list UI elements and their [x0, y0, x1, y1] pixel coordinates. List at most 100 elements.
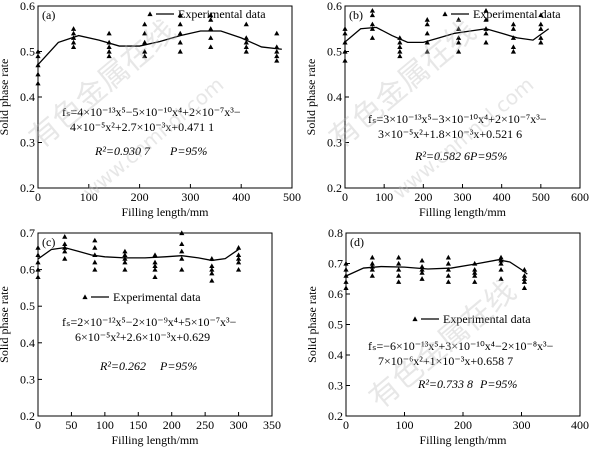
y-axis-label: Solid phase rate	[304, 59, 318, 136]
data-point	[369, 273, 375, 278]
data-point	[445, 267, 451, 272]
data-point	[472, 267, 478, 272]
data-point	[483, 7, 489, 13]
y-tick-label: 0.2	[328, 409, 343, 423]
data-point	[424, 48, 430, 54]
x-tick-label: 150	[129, 418, 147, 432]
x-axis-label: Filling length/mm	[419, 433, 507, 447]
y-tick-label: 0.4	[20, 336, 35, 350]
data-point	[106, 30, 112, 36]
y-tick-label: 0.3	[327, 136, 342, 150]
fit-curve	[345, 259, 528, 277]
data-point	[35, 267, 41, 272]
x-tick-label: 200	[454, 418, 472, 432]
data-point	[342, 48, 348, 54]
data-point	[235, 245, 242, 250]
data-point	[35, 62, 41, 68]
data-point	[397, 39, 403, 45]
data-point	[235, 256, 242, 261]
x-tick-label: 50	[65, 418, 77, 432]
data-point	[142, 39, 148, 45]
annotation: R²=0.262	[99, 359, 146, 373]
data-point	[235, 252, 242, 258]
data-point	[177, 21, 183, 27]
data-point	[397, 44, 403, 50]
data-point	[274, 58, 280, 63]
y-tick-label: 0.6	[20, 263, 35, 277]
x-tick-label: 400	[571, 418, 589, 432]
y-axis-label: Solid phase rate	[305, 286, 319, 363]
panel-label: (a)	[42, 8, 55, 22]
x-tick-label: 250	[196, 418, 214, 432]
data-point	[538, 12, 544, 18]
x-tick-label: 300	[454, 190, 472, 204]
data-point	[419, 267, 425, 272]
data-point	[396, 273, 402, 278]
data-point	[538, 26, 544, 31]
annotation: P=95%	[159, 359, 197, 373]
y-tick-label: 0.5	[327, 45, 342, 59]
data-point	[445, 260, 451, 266]
data-point	[424, 39, 430, 45]
x-tick-label: 200	[163, 418, 181, 432]
y-tick-label: 0.2	[327, 181, 342, 195]
data-point	[396, 279, 402, 284]
data-point	[521, 285, 528, 290]
annotation: P=95%	[169, 144, 207, 158]
y-tick-label: 0.3	[20, 136, 35, 150]
data-point	[397, 53, 403, 59]
x-axis-label: Filling length/mm	[419, 205, 507, 219]
data-point	[152, 274, 158, 279]
y-tick-label: 0.6	[328, 287, 343, 301]
data-point	[62, 234, 68, 239]
data-point	[396, 267, 402, 272]
data-point	[208, 17, 214, 22]
data-point	[70, 26, 77, 31]
legend-marker	[442, 11, 448, 17]
annotation: R²=0.733 8	[417, 377, 473, 391]
data-point	[498, 254, 504, 260]
data-point	[419, 276, 425, 281]
data-point	[445, 254, 451, 260]
data-point	[179, 241, 185, 247]
data-point	[369, 254, 375, 260]
data-point	[209, 263, 215, 269]
x-tick-label: 400	[493, 190, 511, 204]
data-point	[122, 252, 128, 258]
data-point	[472, 279, 478, 284]
plot-frame	[37, 232, 273, 417]
legend-label: Experimental data	[178, 7, 266, 21]
data-point	[142, 53, 148, 59]
data-point	[152, 259, 158, 265]
data-point	[209, 277, 215, 283]
x-tick-label: 100	[396, 418, 414, 432]
y-axis-label: Solid phase rate	[0, 286, 11, 363]
data-point	[342, 26, 348, 31]
data-point	[369, 12, 376, 18]
data-point	[35, 71, 41, 77]
data-point	[243, 44, 249, 50]
data-point	[419, 257, 425, 263]
data-point	[342, 39, 348, 45]
y-axis-label: Solid phase rate	[0, 59, 11, 136]
y-tick-label: 0.5	[328, 318, 343, 332]
x-tick-label: 350	[263, 418, 281, 432]
data-point	[35, 252, 41, 258]
data-point	[343, 267, 349, 272]
data-point	[342, 58, 348, 63]
annotation: 4×10⁻⁵x²+2.7×10⁻³x+0.471 1	[70, 120, 214, 134]
fit-curve	[37, 30, 282, 66]
data-point	[274, 48, 280, 54]
data-point	[142, 30, 148, 36]
data-point	[455, 39, 462, 45]
data-point	[424, 30, 430, 36]
data-point	[521, 276, 528, 281]
x-tick-label: 100	[96, 418, 114, 432]
annotation: R²=0.930 7	[94, 144, 151, 158]
y-tick-label: 0.6	[327, 0, 342, 13]
data-point	[396, 260, 402, 266]
legend-label: Experimental data	[443, 312, 531, 326]
data-point	[35, 48, 41, 54]
x-axis-label: Filling length/mm	[121, 205, 209, 219]
